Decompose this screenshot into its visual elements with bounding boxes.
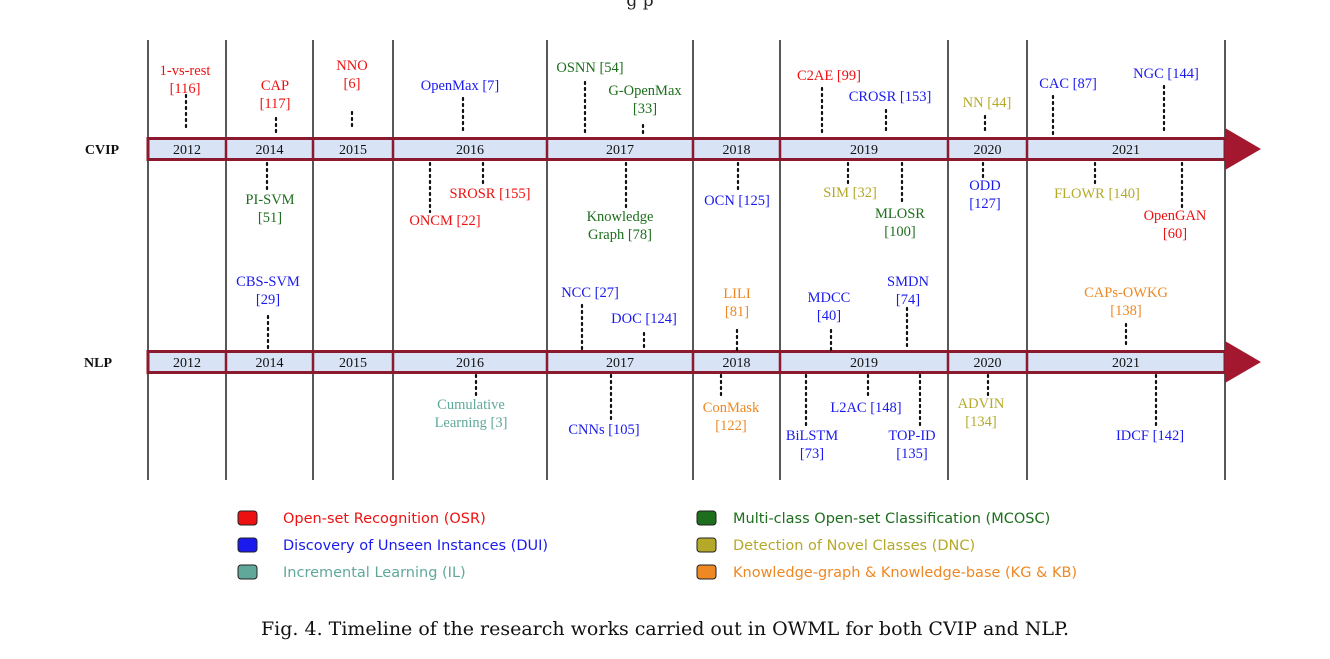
work-label-nn-44: NN [44] [963,95,1012,111]
year-label-cvip: 2016 [456,143,484,158]
work-label-caps-owkg: CAPs-OWKG [1084,285,1168,301]
work-label-cac-87: CAC [87] [1039,76,1097,92]
work-label-g-openmax: [33] [633,101,657,117]
year-label-nlp: 2018 [723,356,751,371]
legend-label-dui: Discovery of Unseen Instances (DUI) [283,538,548,554]
year-label-cvip: 2019 [850,143,878,158]
legend-label-il: Incremental Learning (IL) [283,565,466,581]
year-label-cvip: 2014 [256,143,284,158]
work-label-top-id: TOP-ID [888,428,935,444]
work-label-ocn-125: OCN [125] [704,193,770,209]
legend-swatch-mcosc [696,510,717,526]
year-label-nlp: 2017 [606,356,634,371]
legend-swatch-dui [237,537,258,553]
year-label-cvip: 2020 [974,143,1002,158]
work-label-flowr-140: FLOWR [140] [1054,186,1140,202]
work-label-advin: ADVIN [958,396,1005,412]
work-label-l2ac-148: L2AC [148] [830,400,901,416]
work-label-bilstm: [73] [800,446,824,462]
year-label-cvip: 2015 [339,143,367,158]
work-label-pi-svm: PI-SVM [245,192,294,208]
year-label-nlp: 2020 [974,356,1002,371]
legend-swatch-il [237,564,258,580]
work-label-oncm-22: ONCM [22] [409,213,480,229]
work-label-doc-124: DOC [124] [611,311,677,327]
work-label-advin: [134] [965,414,996,430]
legend-swatch-osr [237,510,258,526]
year-label-cvip: 2012 [173,143,201,158]
timeline-bar-cvip [146,137,1227,161]
work-label-nno: NNO [336,58,367,74]
work-label-caps-owkg: [138] [1110,303,1141,319]
work-label-mlosr: [100] [884,224,915,240]
year-label-nlp: 2021 [1112,356,1140,371]
work-label-conmask: [122] [715,418,746,434]
legend-label-kgkb: Knowledge-graph & Knowledge-base (KG & K… [733,565,1077,581]
work-label-cumulative: Learning [3] [435,415,508,431]
row-label-cvip: CVIP [85,143,120,158]
work-label-cbs-svm: [29] [256,292,280,308]
work-label-lili: [81] [725,304,749,320]
work-label-mlosr: MLOSR [875,206,925,222]
work-label-crosr-153: CROSR [153] [849,89,932,105]
work-label-conmask: ConMask [703,400,760,416]
work-label-opengan: [60] [1163,226,1187,242]
work-label-smdn: [74] [896,292,920,308]
work-label-mdcc: MDCC [808,290,851,306]
timeline-arrowhead-nlp [1225,341,1261,383]
work-label-cap: CAP [261,78,289,94]
year-label-cvip: 2017 [606,143,634,158]
work-label-odd: ODD [969,178,1000,194]
year-label-nlp: 2016 [456,356,484,371]
work-label-top-id: [135] [896,446,927,462]
year-label-cvip: 2021 [1112,143,1140,158]
work-label-g-openmax: G-OpenMax [608,83,682,99]
work-label-ngc-144: NGC [144] [1133,66,1199,82]
year-label-nlp: 2014 [256,356,284,371]
row-label-nlp: NLP [84,356,112,371]
work-label-odd: [127] [969,196,1000,212]
work-label-mdcc: [40] [817,308,841,324]
work-label-knowledge: Graph [78] [588,227,652,243]
year-label-cvip: 2018 [723,143,751,158]
timeline-diagram: g p 2012 2014 2015 2016 2017 2018 2019 2020 2021 C… [84,0,1261,581]
work-label-cnns-105: CNNs [105] [568,422,639,438]
work-label-cap: [117] [260,96,291,112]
work-label-openmax-7: OpenMax [7] [421,78,500,94]
legend-label-dnc: Detection of Novel Classes (DNC) [733,538,975,554]
work-label-osnn-54: OSNN [54] [556,60,623,76]
work-label-cumulative: Cumulative [437,397,505,413]
work-label-lili: LILI [723,286,751,302]
work-label-sim-32: SIM [32] [823,185,877,201]
work-label-1-vs-rest: 1-vs-rest [160,63,211,79]
figure-caption: Fig. 4. Timeline of the research works c… [260,618,1069,640]
work-label-ncc-27: NCC [27] [561,285,619,301]
work-label-pi-svm: [51] [258,210,282,226]
legend-label-mcosc: Multi-class Open-set Classification (MCO… [733,511,1050,527]
work-label-smdn: SMDN [887,274,929,290]
year-label-nlp: 2019 [850,356,878,371]
work-label-idcf-142: IDCF [142] [1116,428,1184,444]
work-label-knowledge: Knowledge [587,209,654,225]
cropped-heading-fragment: g p [626,0,653,11]
work-label-bilstm: BiLSTM [786,428,838,444]
work-label-1-vs-rest: [116] [170,81,201,97]
legend-swatch-kgkb [696,564,717,580]
work-label-cbs-svm: CBS-SVM [236,274,300,290]
timeline-arrowhead-cvip [1225,128,1261,170]
work-label-nno: [6] [344,76,361,92]
year-label-nlp: 2012 [173,356,201,371]
year-label-nlp: 2015 [339,356,367,371]
legend-swatch-dnc [696,537,717,553]
timeline-bar-nlp [146,350,1227,374]
work-label-opengan: OpenGAN [1144,208,1207,224]
work-label-srosr-155: SROSR [155] [450,186,531,202]
work-label-c2ae-99: C2AE [99] [797,68,861,84]
legend-label-osr: Open-set Recognition (OSR) [283,511,486,527]
